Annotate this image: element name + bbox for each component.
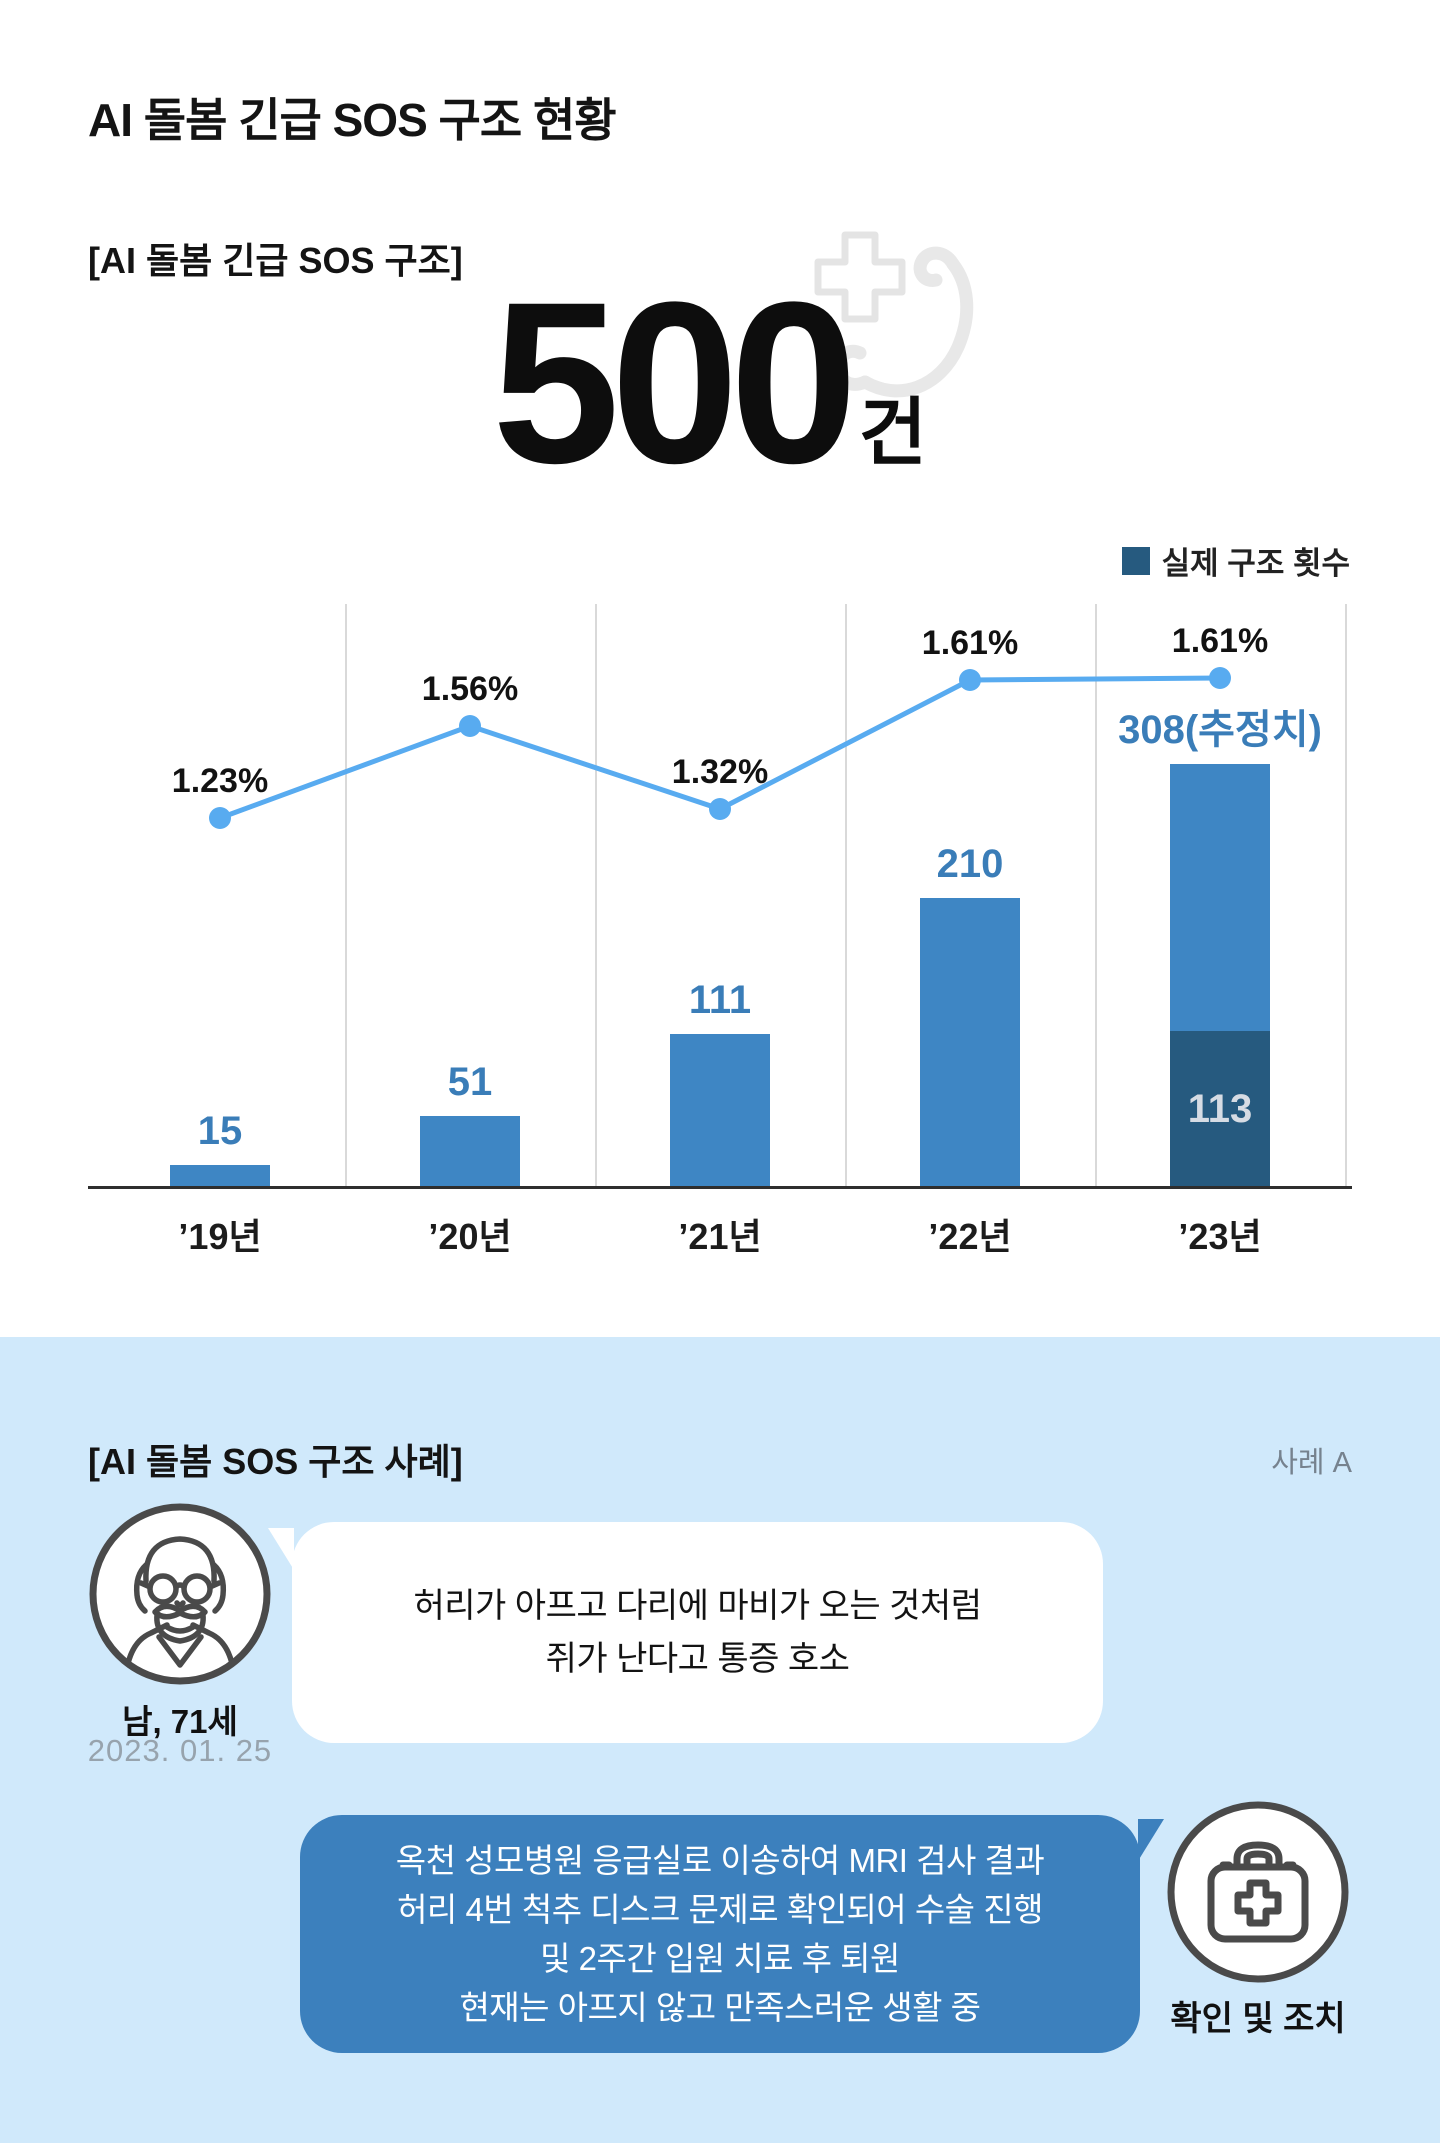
grid-line [845, 604, 847, 1186]
hero-unit: 건 [858, 390, 927, 474]
percent-label: 1.56% [421, 670, 519, 708]
response-line: 허리 4번 척추 디스크 문제로 확인되어 수술 진행 [397, 1891, 1043, 1928]
case-section-label: [AI 돌봄 SOS 구조 사례] [88, 1441, 463, 1482]
percent-label: 1.32% [671, 753, 769, 791]
first-aid-kit-icon [1167, 1801, 1349, 1983]
response-bubble: 옥천 성모병원 응급실로 이송하여 MRI 검사 결과 허리 4번 척추 디스크… [300, 1815, 1164, 2053]
bar [420, 1116, 520, 1186]
bar-value-label: 111 [688, 978, 752, 1022]
response-line: 옥천 성모병원 응급실로 이송하여 MRI 검사 결과 [395, 1842, 1045, 1879]
bar-segment-actual [1170, 1031, 1270, 1186]
grid-line [595, 604, 597, 1186]
trend-point [459, 715, 481, 737]
trend-point [959, 669, 981, 691]
legend-swatch [1121, 546, 1150, 575]
legend-label: 실제 구조 횟수 [1161, 546, 1350, 581]
trend-point [1209, 667, 1231, 689]
patient-message-line: 쥐가 난다고 통증 호소 [545, 1639, 850, 1678]
x-axis-label: ’20년 [428, 1216, 512, 1257]
bar-value-label: 51 [447, 1060, 493, 1104]
x-axis-label: ’21년 [678, 1216, 762, 1257]
patient-info: 남, 71세 [122, 1703, 238, 1740]
percent-label: 1.23% [171, 762, 269, 800]
x-axis-label: ’23년 [1178, 1216, 1262, 1257]
response-line: 현재는 아프지 않고 만족스러운 생활 중 [459, 1989, 981, 2026]
action-label: 확인 및 조치 [1170, 2000, 1346, 2038]
case-panel: [AI 돌봄 SOS 구조 사례] 사례 A [0, 1337, 1440, 2143]
patient-message-line: 허리가 아프고 다리에 마비가 오는 것처럼 [413, 1586, 983, 1625]
hero-value: 500 [492, 254, 858, 511]
trend-point [709, 798, 731, 820]
patient-date: 2023. 01. 25 [87, 1733, 273, 1768]
elderly-man-icon [89, 1503, 271, 1685]
bar [170, 1165, 270, 1186]
emergency-call-icon [814, 231, 974, 398]
bar-value-label: 308(추정치) [1118, 708, 1322, 752]
x-axis-label: ’22년 [928, 1216, 1012, 1257]
grid-line [1095, 604, 1097, 1186]
patient-message-bubble: 허리가 아프고 다리에 마비가 오는 것처럼 쥐가 난다고 통증 호소 [268, 1522, 1103, 1743]
percent-label: 1.61% [921, 624, 1019, 662]
bar [670, 1034, 770, 1186]
chart: 15 ’19년 51 ’20년 111 ’21년 210 ’22년 308(추정치) ’23년 11… [88, 600, 1352, 1260]
grid-line [345, 604, 347, 1186]
hero-stat: 500 건 [492, 254, 927, 511]
trend-point [209, 807, 231, 829]
trend-line [209, 667, 1231, 829]
case-tag: 사례 A [1271, 1447, 1352, 1479]
bar-value-label: 210 [936, 842, 1004, 886]
bubble-tail-right [1138, 1819, 1164, 1861]
bar [920, 898, 1020, 1186]
grid-line [1345, 604, 1347, 1186]
chart-section-label: [AI 돌봄 긴급 SOS 구조] [88, 240, 463, 281]
response-line: 및 2주간 입원 치료 후 퇴원 [540, 1940, 900, 1977]
bar-inner-label: 113 [1187, 1086, 1253, 1131]
percent-label: 1.61% [1171, 622, 1269, 660]
bubble-tail-left [268, 1528, 294, 1570]
chart-legend: 실제 구조 횟수 [1121, 538, 1350, 583]
bar-value-label: 15 [197, 1109, 243, 1153]
x-axis-line [88, 1186, 1352, 1189]
page-title: AI 돌봄 긴급 SOS 구조 현황 [88, 94, 617, 146]
x-axis-label: ’19년 [178, 1216, 262, 1257]
